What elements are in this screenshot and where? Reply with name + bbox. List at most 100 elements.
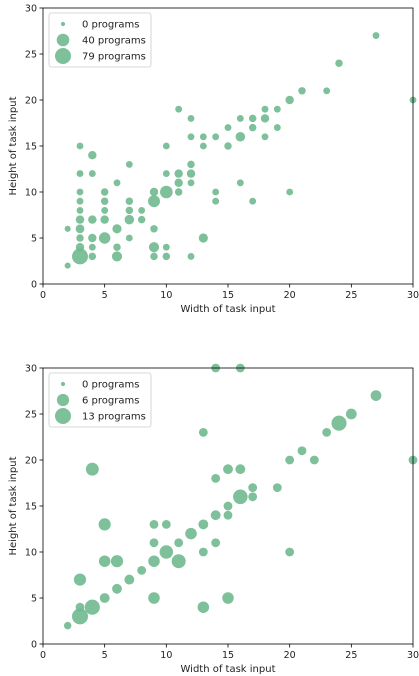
data-point bbox=[75, 215, 85, 224]
y-tick-label: 5 bbox=[31, 234, 37, 245]
x-tick-label: 15 bbox=[222, 650, 234, 661]
data-point bbox=[98, 518, 111, 531]
data-point bbox=[212, 197, 220, 205]
data-point bbox=[187, 160, 195, 169]
data-point bbox=[223, 501, 233, 511]
x-axis-label: Width of task input bbox=[181, 304, 276, 315]
data-point bbox=[198, 427, 208, 437]
y-tick-label: 30 bbox=[25, 364, 37, 375]
data-point bbox=[248, 492, 258, 502]
data-point bbox=[148, 555, 160, 567]
data-point bbox=[323, 87, 331, 95]
data-point bbox=[261, 105, 269, 113]
legend-label: 0 programs bbox=[82, 20, 139, 31]
y-axis-ticks: 0 5 10 15 20 25 30 bbox=[25, 4, 43, 291]
data-point bbox=[111, 251, 123, 262]
data-point bbox=[248, 483, 258, 493]
legend-marker bbox=[55, 408, 71, 424]
data-point bbox=[233, 489, 248, 505]
legend-label: 0 programs bbox=[82, 380, 139, 391]
data-point bbox=[73, 573, 87, 586]
data-point bbox=[84, 599, 100, 615]
scatter-chart-bottom: 0 5 10 15 20 25 30 0 5 10 15 20 25 30 Width of task in… bbox=[8, 364, 419, 676]
data-point bbox=[248, 114, 257, 123]
data-point bbox=[335, 59, 343, 67]
data-point bbox=[199, 133, 207, 141]
data-point bbox=[100, 188, 109, 196]
x-tick-label: 5 bbox=[102, 290, 108, 301]
x-axis-ticks: 0 5 10 15 20 25 30 bbox=[40, 644, 419, 661]
y-tick-label: 0 bbox=[31, 280, 37, 291]
data-point bbox=[235, 464, 246, 475]
data-point bbox=[148, 592, 160, 604]
data-point bbox=[72, 248, 88, 265]
data-point bbox=[298, 87, 306, 95]
data-point bbox=[124, 214, 135, 225]
data-point bbox=[185, 527, 197, 540]
data-point bbox=[222, 592, 234, 604]
data-point bbox=[223, 510, 233, 520]
x-tick-label: 5 bbox=[102, 650, 108, 661]
x-tick-label: 15 bbox=[222, 290, 234, 301]
data-point bbox=[309, 455, 319, 465]
data-point bbox=[99, 593, 110, 603]
x-axis-label: Width of task input bbox=[181, 664, 276, 675]
data-point bbox=[125, 234, 133, 242]
data-point bbox=[171, 554, 186, 569]
data-point bbox=[149, 187, 159, 197]
data-point bbox=[137, 215, 146, 224]
data-point bbox=[224, 124, 232, 132]
x-tick-label: 30 bbox=[407, 650, 419, 661]
data-point bbox=[197, 601, 210, 613]
data-point bbox=[186, 169, 196, 178]
y-tick-label: 10 bbox=[25, 548, 37, 559]
data-point bbox=[174, 178, 183, 187]
data-points bbox=[64, 32, 417, 269]
data-point bbox=[113, 179, 121, 187]
data-point bbox=[85, 462, 99, 476]
legend-marker bbox=[56, 33, 70, 47]
x-tick-label: 10 bbox=[160, 650, 172, 661]
data-point bbox=[125, 206, 134, 215]
data-point bbox=[175, 105, 183, 113]
y-tick-label: 30 bbox=[25, 4, 37, 15]
data-point bbox=[199, 142, 207, 150]
data-point bbox=[212, 188, 220, 196]
data-point bbox=[273, 124, 281, 132]
data-point bbox=[224, 142, 232, 150]
data-point bbox=[148, 195, 160, 208]
data-point bbox=[260, 114, 270, 123]
data-point bbox=[159, 545, 174, 559]
data-point bbox=[211, 538, 221, 548]
data-point bbox=[261, 133, 269, 141]
data-point bbox=[64, 262, 71, 269]
data-point bbox=[322, 427, 332, 437]
data-point bbox=[248, 123, 257, 132]
data-point bbox=[76, 234, 84, 242]
data-point bbox=[88, 170, 96, 178]
y-tick-label: 5 bbox=[31, 594, 37, 605]
data-point bbox=[212, 133, 220, 141]
data-point bbox=[236, 114, 244, 122]
legend-label: 6 programs bbox=[82, 396, 139, 407]
data-point bbox=[112, 583, 122, 594]
data-point bbox=[161, 519, 171, 529]
data-point bbox=[273, 105, 281, 113]
data-point bbox=[162, 142, 170, 150]
data-point bbox=[150, 252, 158, 261]
data-point bbox=[125, 160, 133, 168]
legend-label: 79 programs bbox=[82, 52, 146, 63]
data-point bbox=[198, 233, 208, 243]
y-tick-label: 25 bbox=[25, 50, 37, 61]
legend-marker bbox=[55, 48, 71, 64]
legend-box bbox=[48, 12, 152, 68]
data-point bbox=[76, 197, 84, 205]
data-point bbox=[198, 547, 208, 557]
data-point bbox=[210, 510, 221, 521]
data-point bbox=[124, 574, 135, 585]
x-tick-label: 10 bbox=[160, 290, 172, 301]
data-point bbox=[285, 95, 294, 105]
data-point bbox=[75, 224, 85, 234]
y-tick-label: 25 bbox=[25, 410, 37, 421]
